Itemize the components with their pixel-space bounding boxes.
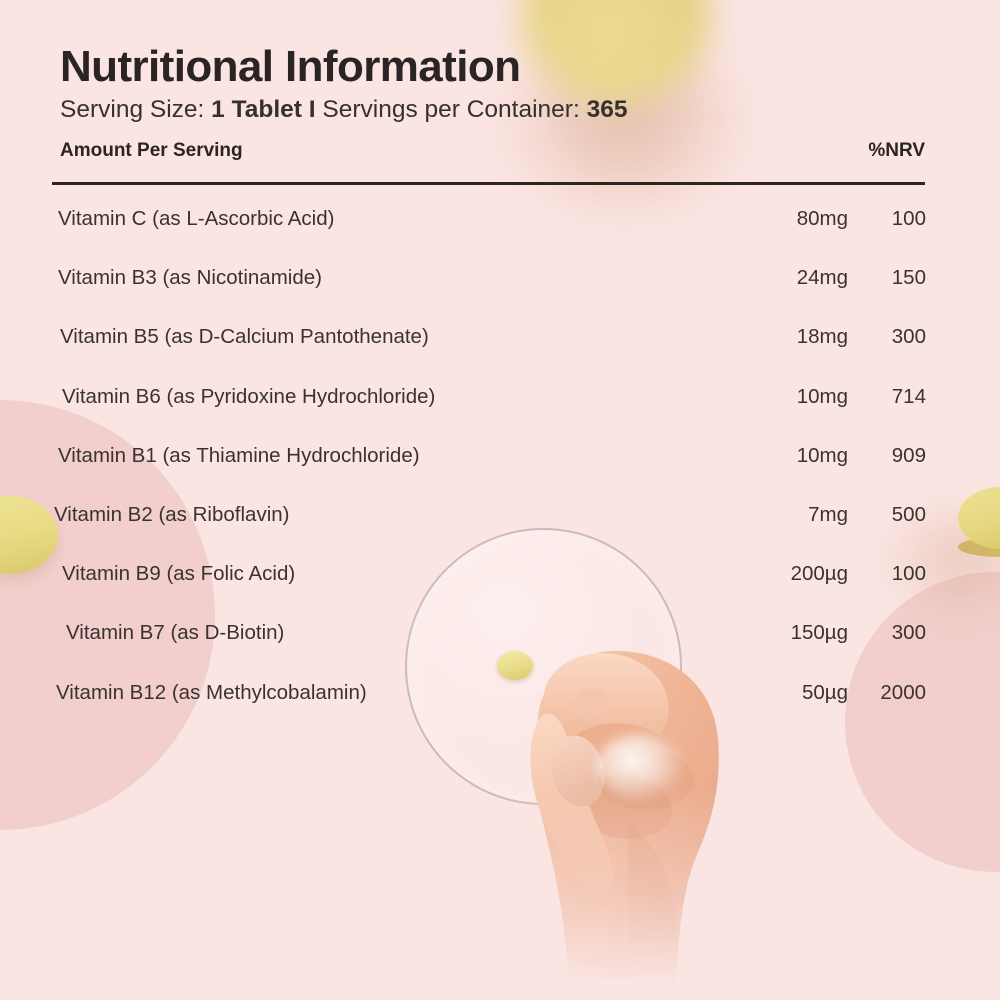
table-row: Vitamin C (as L-Ascorbic Acid) 80mg 100: [0, 207, 1000, 237]
nutrient-nrv: 100: [891, 562, 926, 586]
table-row: Vitamin B12 (as Methylcobalamin) 50µg 2000: [0, 681, 1000, 711]
nutrient-name: Vitamin B5 (as D-Calcium Pantothenate): [60, 325, 429, 349]
servings-per-container-value: 365: [586, 96, 628, 123]
table-row: Vitamin B6 (as Pyridoxine Hydrochloride)…: [0, 385, 1000, 415]
glass-highlight: [596, 734, 682, 800]
nutrient-nrv: 500: [891, 503, 926, 526]
serving-size-label: Serving Size:: [60, 96, 205, 123]
nrv-column-header: %NRV: [868, 140, 925, 161]
nutrient-name: Vitamin C (as L-Ascorbic Acid): [58, 207, 335, 230]
table-row: Vitamin B5 (as D-Calcium Pantothenate) 18…: [0, 325, 1000, 355]
nutrient-nrv: 714: [891, 384, 926, 408]
serving-info: Serving Size: 1 Tablet I Servings per Co…: [60, 96, 627, 124]
nutrient-nrv: 909: [891, 443, 926, 467]
hand-holding-tablet-photo: [400, 520, 800, 1000]
nutrient-amount: 24mg: [796, 266, 848, 290]
nutrient-amount: 18mg: [796, 325, 848, 349]
page-title: Nutritional Information: [60, 42, 521, 91]
nutrient-nrv: 2000: [880, 680, 926, 704]
table-row: Vitamin B7 (as D-Biotin) 150µg 300: [0, 621, 1000, 651]
nutrient-amount: 7mg: [808, 503, 848, 526]
nutrient-nrv: 300: [891, 621, 926, 645]
nutrient-nrv: 300: [891, 325, 926, 349]
table-row: Vitamin B9 (as Folic Acid) 200µg 100: [0, 562, 1000, 592]
nutrient-amount: 80mg: [796, 207, 848, 230]
nutrient-name: Vitamin B1 (as Thiamine Hydrochloride): [58, 443, 420, 467]
nutrient-name: Vitamin B6 (as Pyridoxine Hydrochloride): [62, 384, 436, 408]
serving-size-value: 1 Tablet: [211, 96, 302, 123]
nutrient-amount: 10mg: [796, 384, 848, 408]
nutrient-amount: 150µg: [790, 621, 848, 645]
amount-per-serving-header: Amount Per Serving: [60, 140, 243, 161]
nutrient-name: Vitamin B2 (as Riboflavin): [54, 503, 290, 526]
nutrient-name: Vitamin B9 (as Folic Acid): [62, 562, 296, 586]
nutrient-name: Vitamin B12 (as Methylcobalamin): [56, 680, 367, 704]
nutrient-nrv: 100: [891, 207, 926, 230]
table-row: Vitamin B3 (as Nicotinamide) 24mg 150: [0, 266, 1000, 296]
nutrient-nrv: 150: [891, 266, 926, 290]
nutrient-name: Vitamin B7 (as D-Biotin): [66, 621, 285, 645]
header-divider: [52, 182, 925, 185]
serving-separator: I: [308, 96, 316, 123]
table-row: Vitamin B2 (as Riboflavin) 7mg 500: [0, 503, 1000, 533]
table-row: Vitamin B1 (as Thiamine Hydrochloride) 10…: [0, 444, 1000, 474]
nutrient-amount: 10mg: [796, 443, 848, 467]
nutrient-amount: 50µg: [801, 680, 848, 704]
nutrient-name: Vitamin B3 (as Nicotinamide): [58, 266, 322, 290]
yellow-tablet-held-icon: [497, 651, 533, 680]
servings-per-container-label: Servings per Container:: [322, 96, 580, 123]
nutrient-amount: 200µg: [790, 562, 848, 586]
